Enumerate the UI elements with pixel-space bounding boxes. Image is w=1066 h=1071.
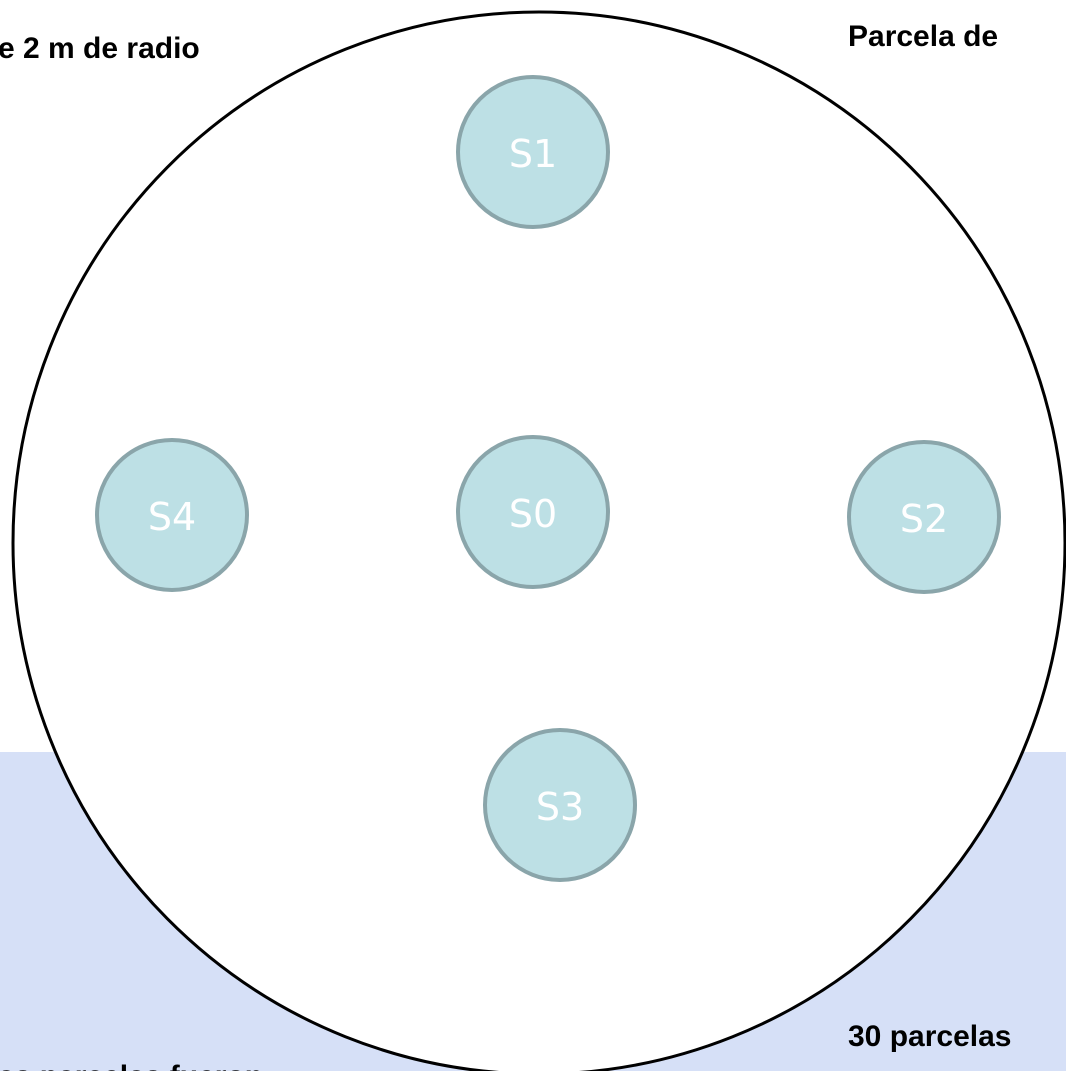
plot-label: Parcela de	[848, 20, 998, 53]
subplot-circle	[456, 75, 610, 229]
subplot-label: S1	[509, 132, 557, 176]
subplot-circle	[483, 728, 637, 882]
subplot: S4	[95, 438, 249, 592]
note-label: as parcelas fueron	[0, 1060, 263, 1071]
subplot: S2	[847, 440, 1001, 594]
subplot: S1	[456, 75, 610, 229]
subplot: S3	[483, 728, 637, 882]
subplot-circle	[847, 440, 1001, 594]
subplot: S0	[456, 435, 610, 589]
subplot-label: S0	[509, 492, 557, 536]
subplot-circle	[456, 435, 610, 589]
subplot-label: S2	[900, 497, 948, 541]
subplot-label: S3	[536, 785, 584, 829]
radius-label: e 2 m de radio	[0, 32, 200, 65]
subplot-circle	[95, 438, 249, 592]
subplot-label: S4	[148, 495, 196, 539]
count-label: 30 parcelas	[848, 1020, 1011, 1053]
